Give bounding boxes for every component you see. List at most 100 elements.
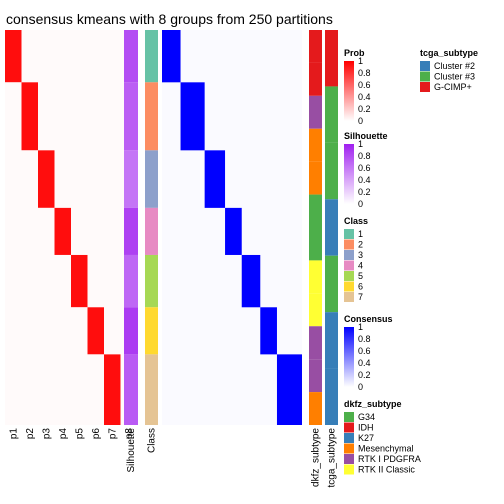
- consensus-block: [260, 307, 277, 355]
- dkfz-annotation-cell: [309, 359, 322, 393]
- tcga-legend-label: Cluster #2: [434, 61, 475, 71]
- dkfz-legend-label: G34: [358, 412, 375, 422]
- silhouette-bar: [124, 354, 138, 425]
- column-label: p4: [58, 428, 69, 440]
- dkfz-annotation-cell: [309, 227, 322, 261]
- silhouette-colorbar: [344, 144, 354, 204]
- column-label: p2: [25, 428, 36, 440]
- prob-cell: [104, 254, 121, 308]
- class-bar: [145, 207, 158, 255]
- prob-cell: [71, 82, 88, 151]
- dkfz-legend-swatch: [344, 422, 354, 433]
- prob-cell: [38, 307, 55, 355]
- class-legend-label: 2: [358, 240, 363, 250]
- consensus-tick-label: 1: [358, 322, 363, 332]
- consensus-tick-label: 0.2: [358, 370, 371, 380]
- class-legend-swatch: [344, 260, 354, 271]
- prob-tick-label: 0.4: [358, 92, 371, 102]
- column-label: p3: [41, 428, 52, 440]
- tcga-legend-swatch: [420, 61, 430, 71]
- dkfz-annotation-cell: [309, 128, 322, 162]
- silhouette-bar: [124, 254, 138, 308]
- consensus-block: [225, 207, 242, 255]
- prob-cell: [104, 82, 121, 151]
- prob-cell: [71, 207, 88, 255]
- class-bar: [145, 254, 158, 308]
- prob-cell: [104, 207, 121, 255]
- prob-cell: [54, 82, 71, 151]
- prob-cell: [87, 254, 104, 308]
- class-legend-label: 1: [358, 229, 363, 239]
- class-legend-label: 6: [358, 282, 363, 292]
- dkfz-legend-swatch: [344, 443, 354, 454]
- prob-cell: [87, 30, 104, 83]
- class-legend-title: Class: [344, 216, 368, 226]
- tcga-annotation-cell: [325, 255, 338, 313]
- silhouette-tick-label: 1: [358, 139, 363, 149]
- heatmap-body: [5, 30, 338, 425]
- prob-cell: [5, 254, 22, 308]
- prob-cell: [54, 30, 71, 83]
- prob-cell: [21, 354, 38, 425]
- dkfz-annotation-cell: [309, 392, 322, 425]
- column-label: p7: [107, 428, 118, 440]
- dkfz-legend-swatch: [344, 412, 354, 422]
- class-legend-swatch: [344, 229, 354, 239]
- tcga-legend-label: Cluster #3: [434, 72, 475, 82]
- consensus-tick-label: 0.4: [358, 358, 371, 368]
- prob-cell: [71, 307, 88, 355]
- prob-cell: [21, 30, 38, 83]
- prob-cell: [5, 82, 22, 151]
- consensus-block: [162, 30, 181, 83]
- prob-cell: [87, 207, 104, 255]
- prob-tick-label: 0.8: [358, 68, 371, 78]
- prob-colorbar: [344, 61, 354, 121]
- tcga-annotation-cell: [325, 312, 338, 369]
- column-label: p8: [124, 428, 135, 440]
- silhouette-bar: [124, 207, 138, 255]
- consensus-tick-label: 0.8: [358, 334, 371, 344]
- dkfz-legend-label: K27: [358, 433, 374, 443]
- dkfz-annotation-cell: [309, 293, 322, 327]
- consensus-colorbar: [344, 327, 354, 387]
- prob-cell: [54, 150, 71, 208]
- column-label: Silhouette: [126, 428, 137, 473]
- prob-cell: [71, 30, 88, 83]
- prob-cell: [38, 150, 55, 208]
- prob-tick-label: 0: [358, 116, 363, 126]
- prob-cell: [21, 254, 38, 308]
- prob-legend-title: Prob: [344, 48, 365, 58]
- dkfz-legend-label: RTK II Classic: [358, 465, 415, 475]
- dkfz-legend-title: dkfz_subtype: [344, 399, 402, 409]
- dkfz-annotation-cell: [309, 30, 322, 63]
- silhouette-tick-label: 0.6: [358, 163, 371, 173]
- class-bar: [145, 150, 158, 208]
- class-bar: [145, 82, 158, 151]
- consensus-block: [276, 354, 302, 425]
- prob-cell: [38, 254, 55, 308]
- prob-cell: [5, 354, 22, 425]
- tcga-annotation-cell: [325, 142, 338, 200]
- class-legend-label: 3: [358, 250, 363, 260]
- silhouette-tick-label: 0.2: [358, 187, 371, 197]
- prob-cell: [5, 307, 22, 355]
- tcga-legend-title: tcga_subtype: [420, 48, 478, 58]
- class-legend-swatch: [344, 271, 354, 281]
- tcga-legend-label: G-CIMP+: [434, 82, 472, 92]
- tcga-annotation-cell: [325, 30, 338, 87]
- dkfz-annotation-cell: [309, 62, 322, 96]
- prob-cell: [54, 307, 71, 355]
- prob-cell: [71, 354, 88, 425]
- tcga-annotation-cell: [325, 368, 338, 425]
- dkfz-annotation-cell: [309, 260, 322, 294]
- silhouette-tick-label: 0.4: [358, 175, 371, 185]
- class-legend-swatch: [344, 250, 354, 260]
- prob-cell: [71, 254, 88, 308]
- dkfz-annotation-cell: [309, 194, 322, 228]
- silhouette-bar: [124, 150, 138, 208]
- consensus-block: [241, 254, 261, 308]
- prob-cell: [38, 30, 55, 83]
- prob-cell: [21, 150, 38, 208]
